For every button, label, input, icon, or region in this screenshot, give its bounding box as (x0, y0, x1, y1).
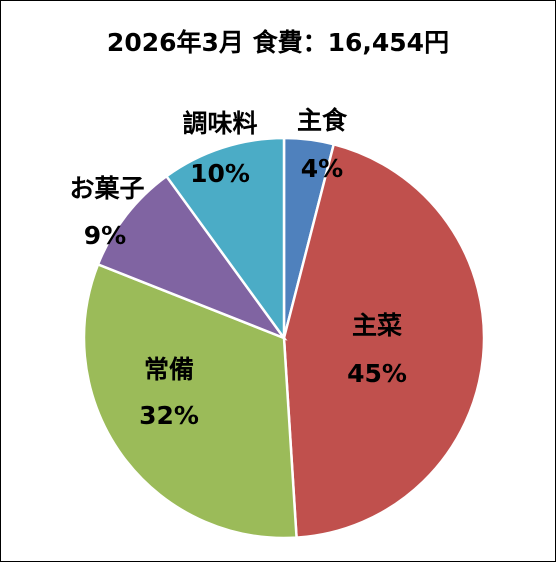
slice-category-label: 主食 (297, 106, 348, 135)
slice-category-label: 調味料 (182, 109, 257, 138)
slice-category-label: お菓子 (69, 174, 144, 203)
slice-percent-label: 4% (301, 154, 343, 183)
pie-slice-3 (82, 262, 298, 540)
slice-percent-label: 45% (347, 359, 407, 388)
pie-slice-5 (164, 136, 286, 342)
pie-slice-2 (282, 142, 486, 539)
slice-percent-label: 10% (190, 159, 250, 188)
slice-category-label: 常備 (144, 355, 194, 384)
chart-title: 2026年3月 食費：16,454円 (106, 28, 450, 57)
slice-percent-label: 9% (84, 221, 126, 250)
pie-slice-4 (96, 174, 288, 341)
slice-category-label: 主菜 (352, 311, 402, 340)
slice-percent-label: 32% (139, 401, 199, 430)
